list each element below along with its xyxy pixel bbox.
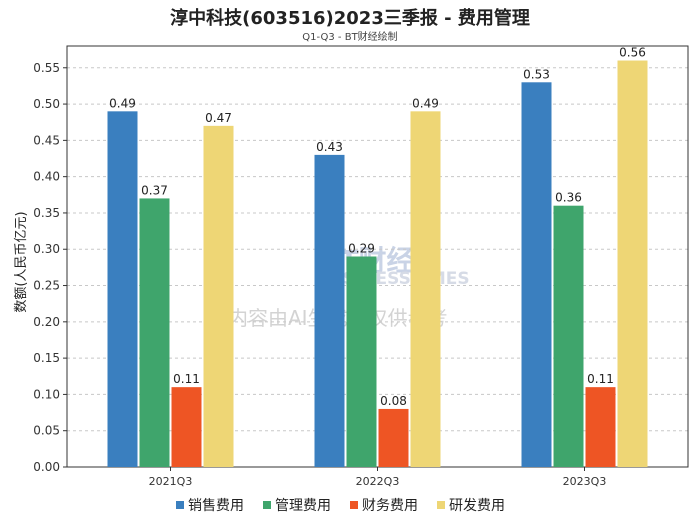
y-tick-label: 0.25: [33, 279, 60, 293]
data-label: 0.56: [619, 46, 646, 60]
y-tick-label: 0.05: [33, 424, 60, 438]
legend-label: 销售费用: [188, 498, 244, 514]
bar: [203, 125, 234, 468]
data-label: 0.08: [380, 394, 407, 408]
legend-swatch: [263, 501, 271, 509]
y-tick-label: 0.55: [33, 61, 60, 75]
x-tick-label: 2022Q3: [356, 475, 400, 488]
y-tick-label: 0.00: [33, 460, 60, 474]
data-label: 0.49: [412, 96, 439, 110]
bar: [553, 205, 584, 468]
data-label: 0.43: [316, 140, 343, 154]
y-tick-label: 0.35: [33, 206, 60, 220]
legend-swatch: [437, 501, 445, 509]
bar: [585, 387, 616, 467]
y-tick-label: 0.30: [33, 242, 60, 256]
data-label: 0.11: [587, 372, 614, 386]
y-tick-label: 0.45: [33, 133, 60, 147]
bars: [107, 60, 648, 468]
bar: [617, 60, 648, 467]
y-axis-label: 数额(人民币亿元): [14, 211, 29, 312]
grid: [67, 67, 688, 432]
data-label: 0.11: [173, 372, 200, 386]
data-label: 0.37: [141, 183, 168, 197]
data-label: 0.29: [348, 242, 375, 256]
bar: [139, 198, 170, 467]
data-label: 0.36: [555, 191, 582, 205]
bar: [378, 408, 409, 467]
chart-title: 淳中科技(603516)2023三季报 - 费用管理: [170, 8, 530, 29]
legend-label: 研发费用: [449, 498, 505, 514]
bar: [107, 111, 138, 468]
y-tick-label: 0.10: [33, 387, 60, 401]
x-tick-label: 2023Q3: [563, 475, 607, 488]
bar: [171, 387, 202, 467]
bar: [410, 111, 441, 468]
bar: [346, 256, 377, 467]
bar: [314, 154, 345, 467]
y-tick-label: 0.20: [33, 315, 60, 329]
data-labels: 0.49 0.37 0.11 0.47 0.43 0.29 0.08 0.49 0.53 0.36…: [109, 46, 646, 408]
y-tick-label: 0.40: [33, 170, 60, 184]
axes: 0.00 0.05 0.10 0.15 0.20 0.25 0.30 0.35 0.40 0.45…: [33, 45, 689, 488]
data-label: 0.49: [109, 96, 136, 110]
bar: [521, 82, 552, 468]
legend: 销售费用 管理费用 财务费用 研发费用: [176, 498, 505, 514]
legend-label: 管理费用: [275, 498, 331, 514]
data-label: 0.53: [523, 67, 550, 81]
x-tick-label: 2021Q3: [149, 475, 193, 488]
y-tick-label: 0.15: [33, 351, 60, 365]
legend-swatch: [176, 501, 184, 509]
chart-subtitle: Q1-Q3 - BT财经绘制: [302, 32, 398, 43]
y-tick-label: 0.50: [33, 97, 60, 111]
legend-swatch: [350, 501, 358, 509]
data-label: 0.47: [205, 111, 232, 125]
legend-label: 财务费用: [362, 498, 418, 514]
